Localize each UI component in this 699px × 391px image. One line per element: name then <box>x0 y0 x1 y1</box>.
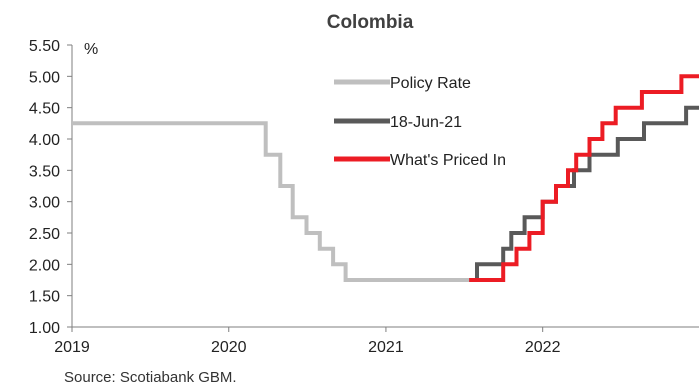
source-note: Source: Scotiabank GBM. <box>64 369 237 386</box>
chart-svg: Colombia % 1.00 1.50 2.00 2.50 3.00 3.50 4.00 4… <box>29 12 699 356</box>
y-tick-label: 1.00 <box>29 320 60 337</box>
chart-title: Colombia <box>327 12 414 33</box>
y-tick-label: 4.50 <box>29 101 60 118</box>
series-line-3 <box>469 74 699 282</box>
legend: Policy Rate 18-Jun-21 What's Priced In <box>334 75 506 169</box>
legend-label-2: 18-Jun-21 <box>390 114 462 131</box>
x-tick-label: 2021 <box>368 339 404 356</box>
y-tick-label: 5.50 <box>29 38 60 55</box>
y-tick-label: 5.00 <box>29 69 60 86</box>
y-tick-label: 1.50 <box>29 289 60 306</box>
y-tick-label: 3.50 <box>29 163 60 180</box>
x-tick-label: 2020 <box>211 339 247 356</box>
x-tick-label: 2022 <box>525 339 561 356</box>
legend-label-1: Policy Rate <box>390 75 471 92</box>
y-tick-label: 4.00 <box>29 132 60 149</box>
y-tick-label: 2.50 <box>29 226 60 243</box>
y-tick-label: 3.00 <box>29 195 60 212</box>
y-axis-unit: % <box>84 41 98 58</box>
series-layer <box>72 74 699 282</box>
legend-label-3: What's Priced In <box>390 152 506 169</box>
axes: 1.00 1.50 2.00 2.50 3.00 3.50 4.00 4.50 5.00 5.50… <box>29 38 699 356</box>
series-line-2 <box>469 105 699 282</box>
y-tick-label: 2.00 <box>29 257 60 274</box>
series-line-1 <box>72 121 470 282</box>
x-tick-label: 2019 <box>54 339 90 356</box>
